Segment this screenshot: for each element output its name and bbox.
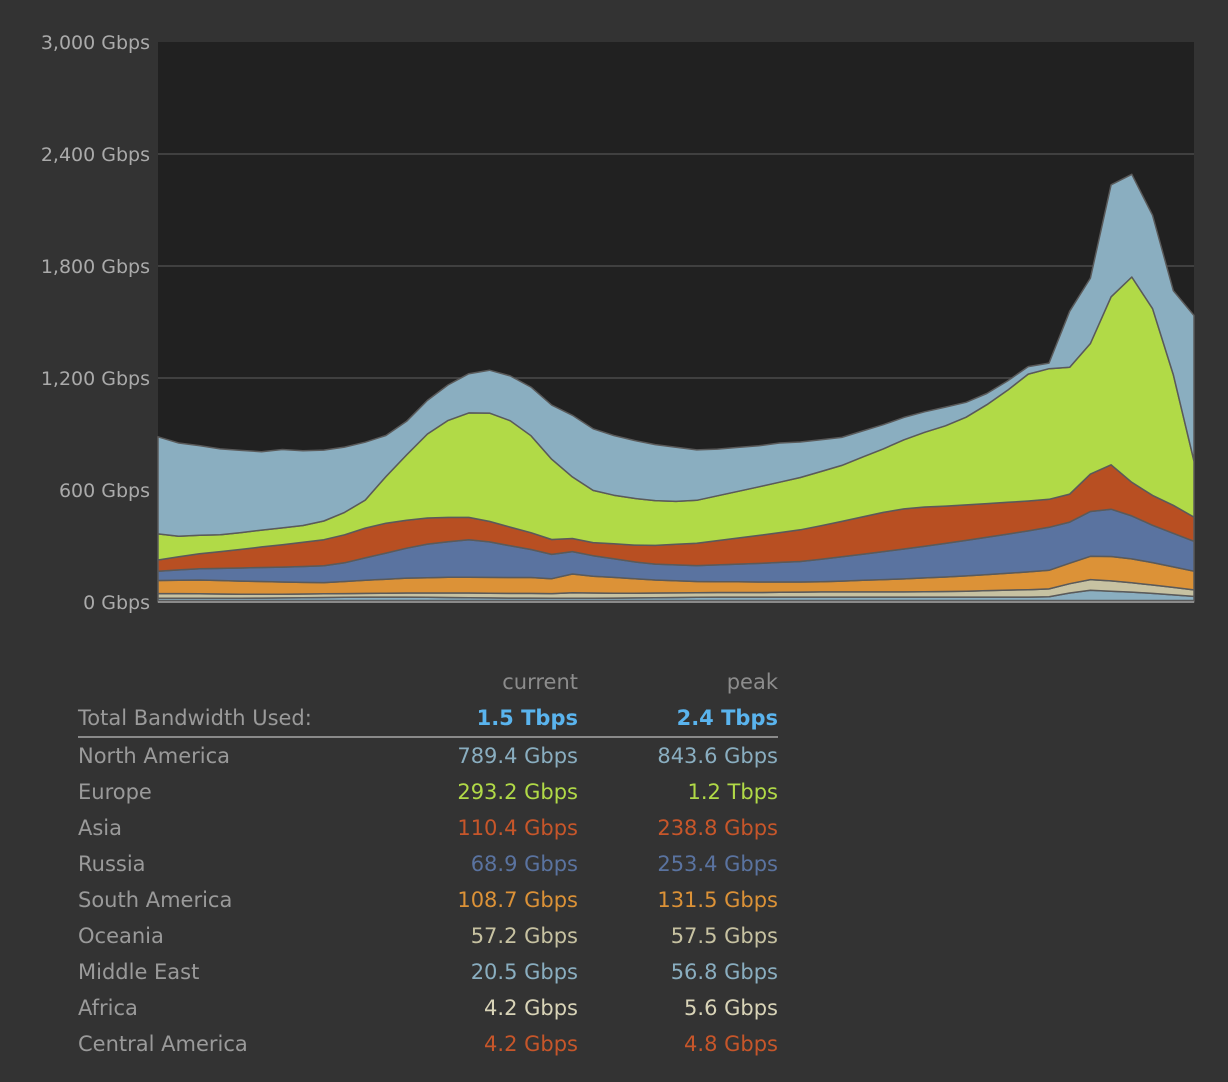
area-north-america [157, 173, 1195, 538]
region-label: Asia [78, 816, 123, 840]
total-current: 1.5 Tbps [408, 700, 578, 738]
table-row: Russia 68.9 Gbps 253.4 Gbps [78, 846, 778, 882]
region-label: Middle East [78, 960, 200, 984]
stacked-areas [157, 173, 1195, 603]
region-current: 20.5 Gbps [470, 960, 578, 984]
table-row: South America 108.7 Gbps 131.5 Gbps [78, 882, 778, 918]
table-row: North America 789.4 Gbps 843.6 Gbps [78, 737, 778, 774]
region-peak: 253.4 Gbps [657, 852, 778, 876]
table-row: Middle East 20.5 Gbps 56.8 Gbps [78, 954, 778, 990]
y-tick-label: 3,000 Gbps [41, 32, 150, 54]
y-axis-ticks: 0 Gbps 600 Gbps 1,200 Gbps 1,800 Gbps 2,400 … [41, 32, 150, 614]
region-label: Central America [78, 1032, 248, 1056]
region-peak: 4.8 Gbps [684, 1032, 778, 1056]
region-peak: 56.8 Gbps [670, 960, 778, 984]
region-label: Africa [78, 996, 138, 1020]
region-current: 57.2 Gbps [470, 924, 578, 948]
region-label: Europe [78, 780, 152, 804]
y-tick-label: 600 Gbps [59, 480, 150, 502]
table-row: Oceania 57.2 Gbps 57.5 Gbps [78, 918, 778, 954]
y-tick-label: 1,800 Gbps [41, 256, 150, 278]
y-tick-label: 0 Gbps [83, 592, 150, 614]
region-current: 4.2 Gbps [484, 1032, 578, 1056]
y-tick-label: 1,200 Gbps [41, 368, 150, 390]
region-label: Oceania [78, 924, 164, 948]
region-peak: 1.2 Tbps [687, 780, 778, 804]
bandwidth-table: current peak Total Bandwidth Used: 1.5 T… [78, 664, 778, 1062]
region-current: 68.9 Gbps [470, 852, 578, 876]
region-label: South America [78, 888, 233, 912]
total-peak: 2.4 Tbps [578, 700, 778, 738]
region-peak: 131.5 Gbps [657, 888, 778, 912]
total-row: Total Bandwidth Used: 1.5 Tbps 2.4 Tbps [78, 700, 778, 738]
current-column-header: current [502, 670, 578, 694]
table-row: Central America 4.2 Gbps 4.8 Gbps [78, 1026, 778, 1062]
region-peak: 843.6 Gbps [657, 744, 778, 768]
table-row: Africa 4.2 Gbps 5.6 Gbps [78, 990, 778, 1026]
header-spacer [78, 664, 408, 700]
region-peak: 238.8 Gbps [657, 816, 778, 840]
region-current: 110.4 Gbps [457, 816, 578, 840]
table-header-row: current peak [78, 664, 778, 700]
y-tick-label: 2,400 Gbps [41, 144, 150, 166]
region-current: 789.4 Gbps [457, 744, 578, 768]
region-peak: 57.5 Gbps [670, 924, 778, 948]
table-row: Asia 110.4 Gbps 238.8 Gbps [78, 810, 778, 846]
region-label: Russia [78, 852, 146, 876]
total-label: Total Bandwidth Used: [78, 700, 408, 738]
region-current: 108.7 Gbps [457, 888, 578, 912]
table-row: Europe 293.2 Gbps 1.2 Tbps [78, 774, 778, 810]
region-current: 293.2 Gbps [457, 780, 578, 804]
peak-column-header: peak [726, 670, 778, 694]
region-label: North America [78, 744, 231, 768]
bandwidth-area-chart: 0 Gbps 600 Gbps 1,200 Gbps 1,800 Gbps 2,400 … [41, 32, 1195, 614]
region-peak: 5.6 Gbps [684, 996, 778, 1020]
region-current: 4.2 Gbps [484, 996, 578, 1020]
